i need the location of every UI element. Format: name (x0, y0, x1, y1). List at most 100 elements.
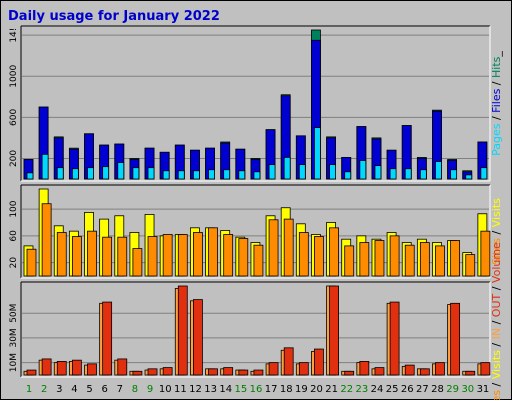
bar-pages-day-7 (117, 162, 125, 180)
bar-pages-day-26 (404, 168, 412, 180)
bar-out-day-18 (283, 347, 294, 376)
bar-out-day-9 (147, 368, 158, 376)
bar-pages-day-24 (374, 165, 382, 180)
bar-pages-day-23 (359, 160, 367, 180)
chart-title: Daily usage for January 2022 (8, 9, 220, 24)
bar-sites-day-8 (132, 248, 143, 277)
legend-part: Visits (490, 350, 503, 379)
day-label: 25 (386, 384, 399, 395)
legend-part: _ (490, 51, 503, 58)
legend-part: / (490, 317, 503, 328)
bar-sites-day-14 (223, 234, 234, 277)
legend-part: IN (490, 328, 503, 339)
legend-label: Pages / Files / Hits_ (490, 51, 503, 156)
legend-part: Hits (490, 56, 503, 78)
day-label: 16 (250, 384, 263, 395)
day-label: 12 (189, 384, 202, 395)
bar-pages-day-1 (26, 172, 34, 180)
bar-out-day-20 (314, 348, 324, 376)
day-label: 30 (461, 384, 474, 395)
day-label: 26 (401, 384, 414, 395)
bar-pages-day-12 (193, 170, 200, 180)
bar-pages-day-21 (329, 164, 336, 180)
bar-pages-day-8 (132, 167, 140, 180)
bar-out-day-4 (71, 359, 82, 376)
day-label: 28 (431, 384, 444, 395)
bar-out-day-29 (450, 302, 461, 376)
bar-sites-day-24 (374, 240, 385, 277)
bar-sites-day-6 (102, 236, 113, 277)
bar-sites-day-13 (208, 227, 218, 277)
legend-part: Pages (490, 123, 503, 156)
day-label: 14 (219, 384, 232, 395)
legend-part: Volume (490, 242, 503, 283)
bar-sites-day-21 (329, 227, 339, 277)
bar-pages-day-29 (450, 169, 458, 180)
plot-area (21, 282, 490, 377)
bar-out-day-12 (193, 299, 203, 376)
y-tick-label: 600 (9, 108, 19, 125)
day-label: 10 (159, 384, 172, 395)
bar-pages-day-2 (41, 153, 49, 180)
bar-sites-day-22 (344, 245, 355, 277)
y-tick-label: 100 (9, 200, 19, 217)
legend-part: OUT (490, 294, 503, 318)
bar-sites-day-1 (26, 248, 37, 277)
bar-sites-day-7 (117, 236, 128, 277)
bar-pages-day-5 (87, 167, 94, 180)
bar-pages-day-18 (283, 157, 291, 180)
day-label: 29 (446, 384, 459, 395)
legend-part: / (490, 113, 503, 124)
panel-volume: 10M 30M 50M Sites / Visits / IN / OUT / Vol… (9, 242, 503, 400)
bar-pages-day-28 (435, 161, 442, 180)
bar-pages-day-13 (208, 169, 215, 180)
bar-out-day-3 (56, 361, 67, 376)
bar-sites-day-31 (480, 230, 491, 277)
bar-sites-day-19 (298, 232, 309, 277)
bar-out-day-11 (177, 285, 188, 376)
bar-out-day-28 (435, 362, 445, 376)
legend-part: / (490, 227, 503, 238)
bar-pages-day-15 (238, 170, 246, 180)
bar-pages-day-19 (298, 164, 306, 180)
bar-sites-day-4 (71, 236, 82, 277)
bar-out-day-24 (374, 367, 385, 376)
y-tick-label: 30M (9, 328, 19, 347)
bar-out-day-1 (26, 369, 37, 376)
bar-out-day-30 (465, 370, 476, 376)
bar-pages-day-27 (419, 169, 427, 180)
day-label: 3 (56, 384, 62, 395)
bar-pages-day-25 (389, 168, 397, 180)
day-label: 13 (204, 384, 217, 395)
bar-sites-day-2 (41, 203, 52, 277)
bar-out-day-25 (389, 301, 400, 376)
bar-out-day-10 (162, 367, 173, 376)
day-label: 2 (41, 384, 47, 395)
day-label: 31 (477, 384, 490, 395)
y-tick-label: 10M (9, 353, 19, 372)
bar-pages-day-6 (102, 166, 110, 180)
bar-sites-day-20 (314, 236, 324, 277)
bar-sites-day-26 (404, 244, 415, 277)
bar-sites-day-25 (389, 235, 400, 277)
bar-out-day-14 (223, 367, 234, 376)
bar-out-day-19 (298, 362, 309, 376)
day-label: 1 (26, 384, 32, 395)
day-label: 20 (310, 384, 323, 395)
bar-out-day-8 (132, 370, 143, 376)
day-label: 8 (132, 384, 138, 395)
bar-out-day-2 (41, 358, 52, 376)
bar-pages-day-9 (147, 167, 155, 180)
bar-pages-day-4 (71, 168, 79, 180)
day-label: 4 (71, 384, 77, 395)
bar-out-day-16 (253, 369, 264, 376)
bar-pages-day-30 (465, 174, 473, 180)
day-label: 18 (280, 384, 293, 395)
y-tick-label: 60 (9, 230, 19, 242)
bar-pages-day-3 (56, 167, 64, 180)
y-tick-label: 200 (9, 150, 19, 167)
bar-sites-day-18 (283, 218, 294, 277)
bar-sites-day-30 (465, 254, 476, 277)
